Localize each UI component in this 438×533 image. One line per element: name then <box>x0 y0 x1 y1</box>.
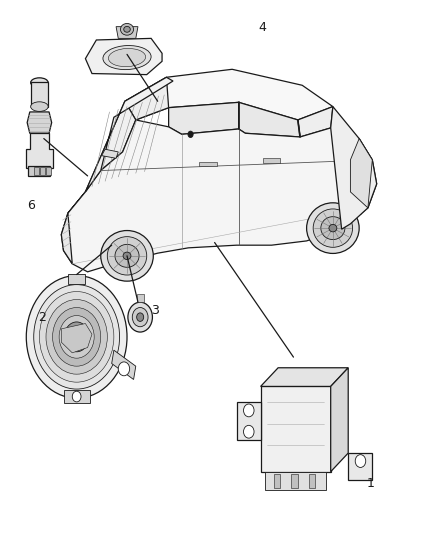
Polygon shape <box>261 386 331 472</box>
Polygon shape <box>61 213 72 264</box>
Polygon shape <box>331 368 348 472</box>
Polygon shape <box>125 69 333 120</box>
Ellipse shape <box>120 23 134 35</box>
Bar <box>46 167 51 175</box>
Polygon shape <box>85 77 173 192</box>
Polygon shape <box>61 324 92 353</box>
Bar <box>309 474 315 488</box>
Bar <box>34 167 39 175</box>
Ellipse shape <box>101 230 153 281</box>
Circle shape <box>59 316 94 358</box>
Circle shape <box>72 391 81 402</box>
Ellipse shape <box>115 244 139 267</box>
Circle shape <box>137 313 144 321</box>
Polygon shape <box>350 139 372 208</box>
Bar <box>199 162 217 166</box>
Ellipse shape <box>124 26 131 32</box>
Circle shape <box>39 292 114 382</box>
Circle shape <box>244 404 254 417</box>
Bar <box>263 158 280 163</box>
Circle shape <box>26 276 127 398</box>
Ellipse shape <box>123 252 131 260</box>
Circle shape <box>46 300 107 374</box>
Polygon shape <box>68 274 85 284</box>
Circle shape <box>53 308 101 366</box>
Polygon shape <box>265 472 326 490</box>
Ellipse shape <box>103 45 151 70</box>
Polygon shape <box>169 102 239 134</box>
Polygon shape <box>27 112 52 133</box>
Text: 4: 4 <box>258 21 266 34</box>
Text: 1: 1 <box>366 478 374 490</box>
Circle shape <box>70 329 83 345</box>
Polygon shape <box>112 350 136 379</box>
Polygon shape <box>64 390 90 403</box>
Polygon shape <box>116 27 138 38</box>
Ellipse shape <box>31 102 48 111</box>
Bar <box>40 167 45 175</box>
Polygon shape <box>102 149 118 158</box>
Ellipse shape <box>329 224 337 232</box>
Polygon shape <box>261 368 348 386</box>
Polygon shape <box>68 101 136 213</box>
Bar <box>274 474 280 488</box>
Circle shape <box>128 302 152 332</box>
Circle shape <box>118 362 130 376</box>
Circle shape <box>244 425 254 438</box>
Polygon shape <box>61 120 377 272</box>
Polygon shape <box>237 402 261 440</box>
Circle shape <box>355 455 366 467</box>
Polygon shape <box>85 38 162 75</box>
Circle shape <box>64 322 89 352</box>
Polygon shape <box>298 107 333 137</box>
Bar <box>31 82 48 107</box>
Text: 6: 6 <box>28 199 35 212</box>
Ellipse shape <box>109 49 145 67</box>
Bar <box>137 294 144 302</box>
Circle shape <box>34 285 120 389</box>
Text: 2: 2 <box>38 311 46 324</box>
Ellipse shape <box>31 78 48 87</box>
Ellipse shape <box>107 237 147 275</box>
Circle shape <box>132 308 148 327</box>
Ellipse shape <box>321 217 345 240</box>
Polygon shape <box>26 133 53 168</box>
Polygon shape <box>125 77 169 120</box>
Text: 3: 3 <box>152 304 159 317</box>
Circle shape <box>188 131 193 138</box>
Polygon shape <box>331 107 377 229</box>
Polygon shape <box>348 453 372 480</box>
Bar <box>28 166 50 176</box>
Ellipse shape <box>307 203 359 254</box>
Bar <box>291 474 298 488</box>
Polygon shape <box>239 102 300 137</box>
Ellipse shape <box>313 209 353 247</box>
